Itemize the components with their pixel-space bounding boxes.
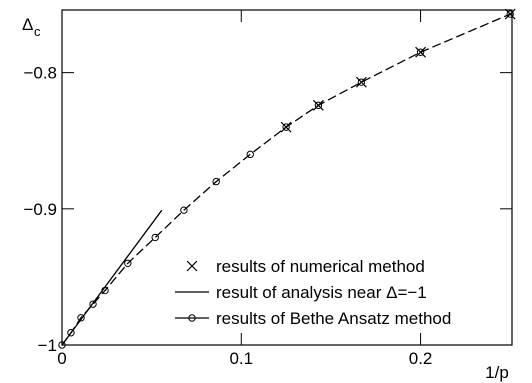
- legend-background: [167, 252, 508, 332]
- x-tick-label: 0: [57, 349, 66, 368]
- circle-marker: [58, 341, 66, 349]
- circle-marker: [180, 206, 188, 214]
- x-tick-label: 0.1: [229, 349, 253, 368]
- x-axis-label: 1/p: [485, 363, 509, 382]
- circle-marker: [416, 48, 425, 56]
- circle-marker: [357, 78, 366, 86]
- circle-marker: [101, 286, 109, 295]
- plot-frame: [61, 9, 513, 346]
- circle-marker: [124, 259, 132, 267]
- x-tick-label: 0.2: [409, 349, 433, 368]
- circle-marker: [506, 10, 514, 18]
- y-tick-label: −0.9: [23, 200, 57, 219]
- series-line: [61, 13, 511, 346]
- cross-marker: [186, 260, 198, 272]
- cross-marker: [355, 76, 367, 88]
- circle-marker: [151, 233, 159, 242]
- circle-marker: [188, 314, 196, 322]
- circle-marker: [212, 177, 220, 186]
- circle-marker: [67, 329, 75, 337]
- circle-marker: [282, 123, 290, 131]
- series-line: [61, 209, 163, 346]
- legend-label: result of analysis near Δ=−1: [216, 283, 427, 302]
- circle-marker: [77, 314, 85, 322]
- circle-marker: [314, 101, 323, 110]
- y-axis-label: Δ: [22, 15, 33, 34]
- legend-label: results of Bethe Ansatz method: [216, 309, 451, 328]
- y-tick-label: −1: [38, 336, 57, 355]
- y-axis-label-sub: c: [34, 24, 41, 39]
- legend-label: results of numerical method: [216, 257, 425, 276]
- y-tick-label: −0.8: [23, 64, 57, 83]
- circle-marker: [89, 300, 97, 308]
- circle-marker: [246, 150, 254, 159]
